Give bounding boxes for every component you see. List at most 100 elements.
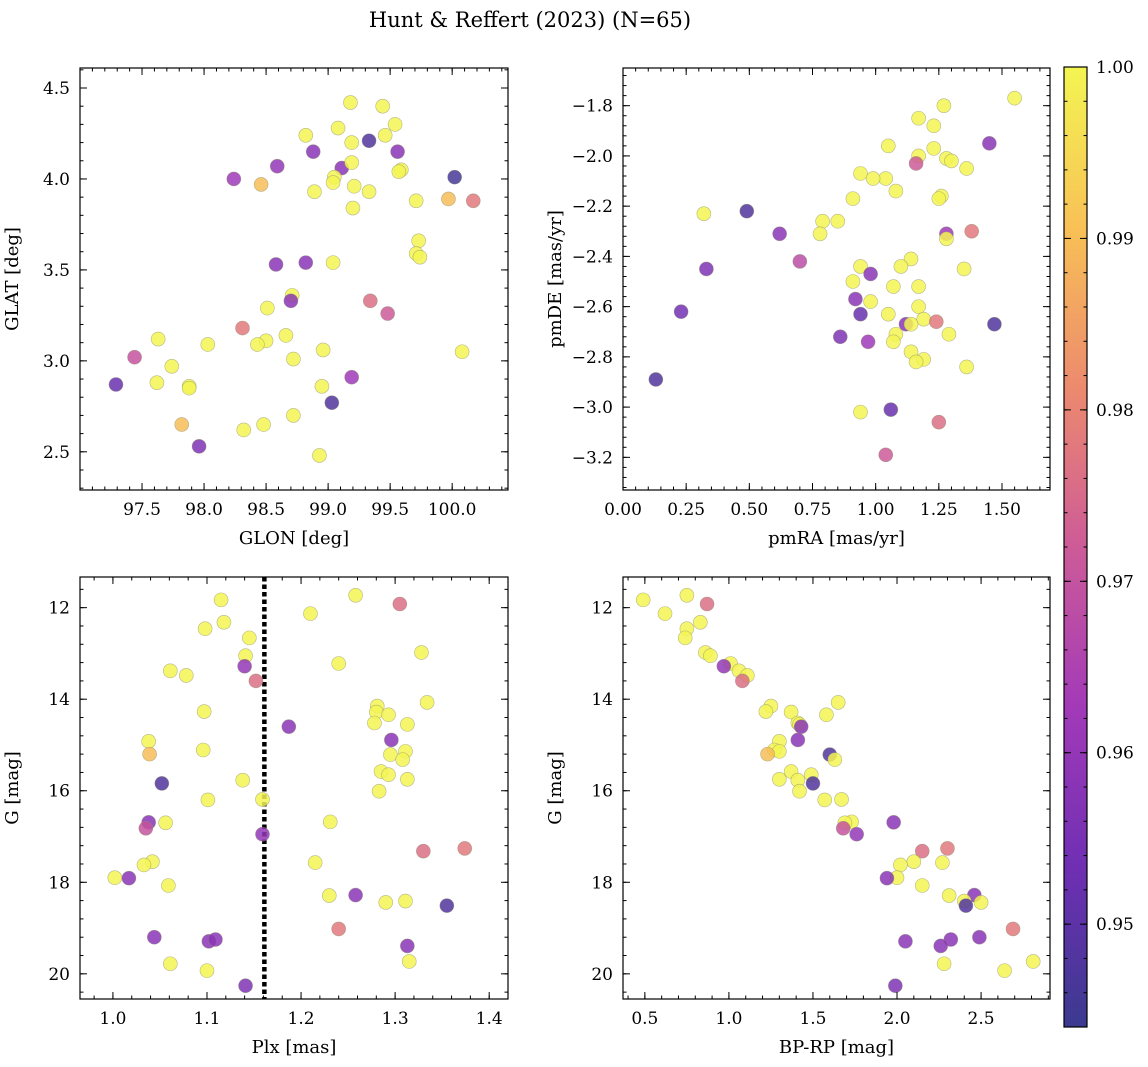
data-point — [158, 815, 173, 831]
data-point — [312, 448, 327, 463]
data-point — [447, 169, 462, 185]
axes-frame — [622, 67, 1051, 491]
data-point — [412, 249, 428, 265]
data-point — [830, 213, 846, 229]
data-point — [121, 870, 137, 886]
data-point — [164, 359, 180, 374]
x-axis-label: Plx [mas] — [252, 1037, 337, 1058]
data-point — [136, 857, 152, 873]
data-point — [936, 956, 952, 972]
data-point — [941, 888, 957, 903]
y-tick-label: −2.6 — [572, 298, 613, 318]
x-tick-label: 1.25 — [920, 500, 958, 520]
data-point — [216, 615, 232, 630]
y-tick-label: 20 — [48, 965, 70, 985]
panel-plx-g: 1.0 1.1 1.2 1.3 1.4 12 14 16 18 20 Plx [mas] G [mag… — [2, 576, 509, 1058]
y-tick-label: −1.8 — [572, 97, 613, 117]
data-point — [879, 870, 895, 886]
data-point — [926, 141, 942, 156]
data-point — [699, 596, 715, 612]
data-point — [790, 732, 806, 748]
y-tick-label: 3.5 — [43, 261, 70, 281]
data-point — [849, 826, 864, 842]
data-point — [908, 354, 924, 370]
data-point — [208, 932, 223, 947]
data-point — [878, 447, 894, 463]
data-point — [330, 120, 346, 136]
data-point — [845, 191, 861, 206]
data-point — [235, 320, 250, 336]
data-point — [657, 606, 673, 621]
data-point — [673, 304, 689, 319]
data-point — [305, 144, 321, 159]
data-point — [398, 893, 413, 909]
data-point — [154, 776, 170, 791]
x-tick-label: 98.5 — [247, 500, 285, 520]
x-tick-label: 0.00 — [604, 500, 642, 520]
data-point — [236, 422, 252, 438]
axes-frame — [79, 576, 509, 1000]
data-point — [931, 414, 947, 430]
x-tick-label: 98.0 — [185, 500, 223, 520]
y-tick-label: 18 — [591, 873, 613, 893]
y-tick-label: −3.2 — [572, 448, 613, 468]
data-point — [1025, 954, 1041, 969]
colorbar-tick-label: 0.97 — [1096, 572, 1134, 592]
data-point — [863, 266, 878, 282]
data-point — [253, 177, 269, 192]
data-point — [939, 231, 954, 247]
data-point — [361, 133, 377, 149]
data-point — [325, 255, 341, 270]
data-point — [390, 144, 405, 159]
data-point — [174, 417, 190, 432]
data-point — [416, 843, 431, 859]
x-axis-label: GLON [deg] — [239, 528, 349, 549]
colorbar: 0.95 0.96 0.97 0.98 0.99 1.00 — [1063, 58, 1134, 1028]
data-point — [268, 257, 284, 272]
data-point — [181, 380, 197, 396]
data-point — [238, 978, 253, 994]
data-point — [283, 293, 299, 309]
data-point — [142, 746, 157, 762]
data-point — [391, 164, 407, 179]
y-tick-label: −2.8 — [572, 348, 613, 368]
data-point — [163, 663, 178, 679]
y-tick-label: −2.4 — [572, 247, 613, 267]
y-tick-label: 16 — [591, 782, 613, 802]
data-point — [677, 630, 693, 646]
data-point — [845, 274, 861, 289]
data-point — [997, 963, 1012, 978]
data-point — [269, 158, 285, 174]
data-point — [982, 136, 997, 151]
data-point — [195, 742, 211, 758]
data-point — [972, 929, 987, 945]
data-point — [679, 588, 695, 603]
data-point — [940, 841, 955, 856]
data-point — [344, 135, 359, 150]
colorbar-tick-label: 1.00 — [1096, 58, 1134, 78]
y-tick-label: 18 — [48, 873, 70, 893]
x-axis-label: pmRA [mas/yr] — [768, 528, 905, 549]
data-point — [344, 155, 359, 170]
data-point — [944, 153, 959, 169]
data-point — [161, 878, 176, 893]
colorbar-tick-label: 0.95 — [1096, 915, 1134, 935]
x-tick-label: 2.5 — [968, 1009, 995, 1029]
data-point — [903, 251, 919, 267]
data-point — [457, 841, 473, 856]
data-point — [348, 887, 363, 903]
axes-frame — [79, 67, 509, 491]
data-point — [699, 261, 714, 277]
x-tick-label: 1.0 — [99, 1009, 126, 1029]
data-point — [703, 648, 718, 664]
y-tick-label: 14 — [591, 690, 613, 710]
data-point — [916, 311, 931, 327]
data-point — [716, 658, 732, 674]
colorbar-tick-label: 0.98 — [1096, 401, 1134, 421]
data-point — [893, 259, 909, 274]
data-point — [888, 978, 903, 994]
data-point — [331, 656, 346, 671]
panel-pmra-pmde: 0.00 0.25 0.50 0.75 1.00 1.25 1.50 −3.2 −3.0 −2.8… — [545, 67, 1051, 549]
data-point — [931, 191, 947, 206]
data-point — [213, 592, 229, 608]
